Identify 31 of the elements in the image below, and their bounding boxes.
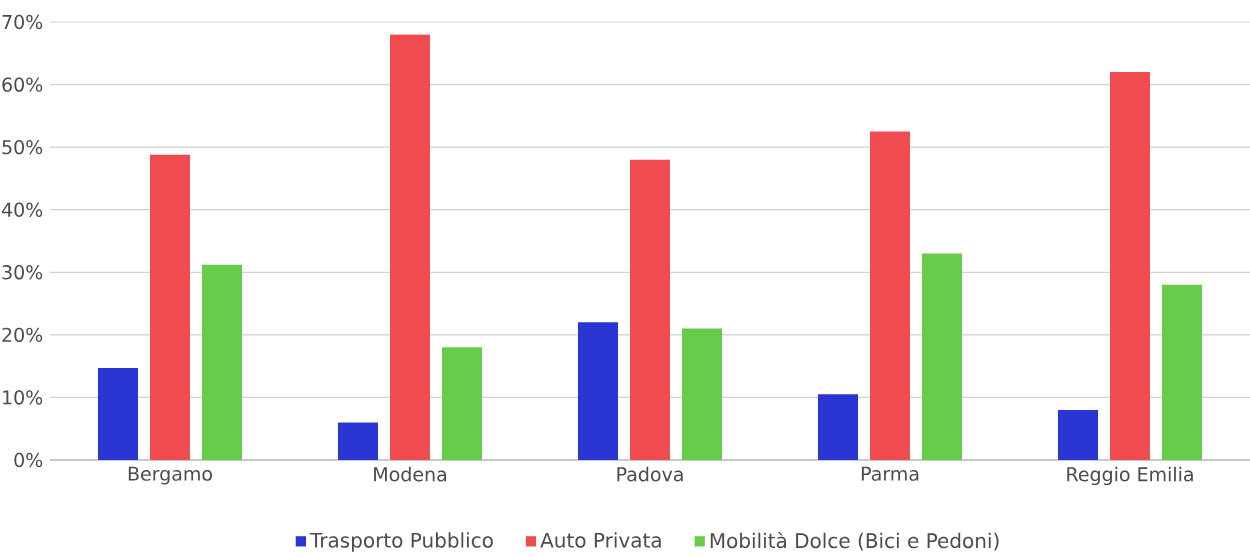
x-tick-label: Parma — [861, 466, 919, 481]
y-tick-label: 10% — [3, 390, 43, 405]
bar — [98, 368, 138, 460]
y-tick-label: 70% — [2, 14, 43, 30]
x-tick-label: Modena — [374, 466, 447, 482]
bar — [390, 34, 430, 460]
bar — [1162, 284, 1202, 460]
bar — [442, 347, 482, 460]
y-tick-label: 0% — [14, 452, 43, 468]
bar — [630, 159, 671, 460]
legend-label: Trasporto Pubblico — [309, 532, 493, 552]
y-tick-label: 30% — [2, 265, 43, 280]
bar — [870, 131, 910, 460]
y-tick-label: 50% — [2, 139, 43, 155]
bar — [682, 328, 722, 460]
bar — [202, 264, 242, 460]
bar — [818, 394, 858, 460]
x-tick-label: Bergamo — [128, 466, 213, 485]
bar — [150, 154, 190, 460]
y-tick-label: 20% — [2, 327, 43, 343]
y-tick-label: 40% — [1, 202, 43, 217]
bar — [578, 322, 618, 460]
legend-label: Mobilità Dolce (Bici e Pedoni) — [710, 531, 999, 551]
legend-label: Auto Privata — [540, 532, 661, 548]
x-tick-label: Reggio Emilia — [1067, 466, 1193, 486]
bar — [922, 253, 962, 460]
bar — [1110, 72, 1151, 460]
x-tick-label: Padova — [617, 466, 683, 482]
y-tick-label: 60% — [2, 77, 43, 92]
bar — [1058, 409, 1098, 460]
bar — [338, 422, 378, 460]
